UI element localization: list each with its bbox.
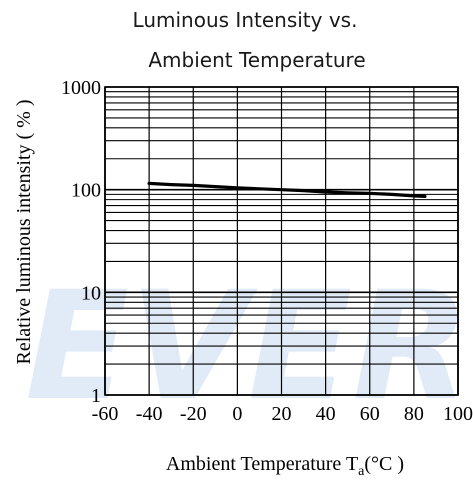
x-tick-label: 100 [443,403,473,425]
x-axis-label-subscript: a [358,464,365,479]
chart-title-line-1: Luminous Intensity vs. [133,8,358,32]
x-tick-label: 80 [404,403,424,425]
y-tick-label: 100 [71,180,101,202]
x-tick-label: -40 [136,403,163,425]
x-tick-label: -60 [92,403,119,425]
grid [104,86,459,396]
y-axis-ticks: 1 10 100 1000 [61,77,101,407]
y-tick-label: 1000 [61,77,101,99]
x-axis-ticks: -60 -40 -20 0 20 40 60 80 100 [92,403,473,425]
chart-title-line-2: Ambient Temperature [148,48,365,72]
x-tick-label: 40 [316,403,336,425]
x-axis-label-unit: (°C ) [364,453,404,475]
x-tick-label: 0 [232,403,242,425]
x-axis-label: Ambient Temperature Ta(°C ) [166,453,404,479]
x-tick-label: -20 [180,403,207,425]
watermark-text: EVER [25,260,470,434]
x-tick-label: 20 [272,403,292,425]
data-series [147,181,427,198]
x-axis-label-main: Ambient Temperature T [166,453,358,475]
y-axis-label: Relative luminous intensity ( % ) [13,100,35,365]
plot-frame [104,86,459,396]
y-tick-label: 10 [81,282,101,304]
y-tick-label: 1 [91,385,101,407]
x-tick-label: 60 [360,403,380,425]
series-line [147,181,427,198]
